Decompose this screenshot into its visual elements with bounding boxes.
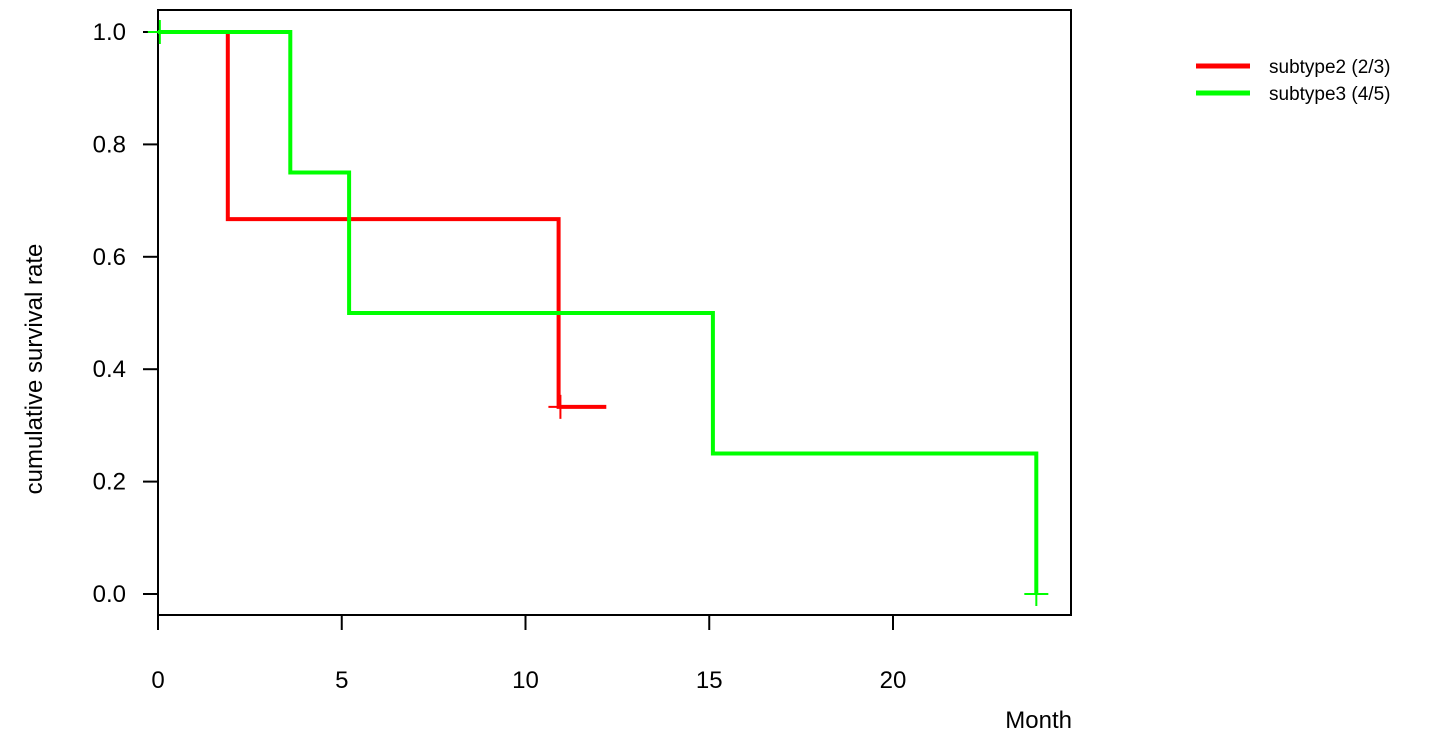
y-tick-label: 0.8 — [93, 131, 126, 158]
x-tick-label: 15 — [696, 667, 723, 694]
x-tick-label: 10 — [512, 667, 539, 694]
y-axis-title: cumulative survival rate — [21, 244, 48, 495]
series-line-2 — [158, 30, 1039, 594]
x-tick-label: 20 — [880, 667, 907, 694]
series-line-1 — [158, 30, 607, 409]
series-layer — [147, 20, 1049, 606]
y-tick-label: 1.0 — [93, 19, 126, 46]
x-tick-label: 5 — [335, 667, 348, 694]
censor-mark — [548, 394, 573, 419]
y-axis: 0.0 0.2 0.4 0.6 0.8 1.0 — [93, 19, 159, 608]
censor-mark — [1024, 582, 1049, 606]
legend-label: subtype3 (4/5) — [1269, 84, 1390, 105]
legend: subtype2 (2/3) subtype3 (4/5) — [1196, 57, 1390, 105]
x-tick-label: 0 — [151, 667, 164, 694]
y-tick-label: 0.6 — [93, 244, 126, 271]
censor-mark — [147, 20, 172, 44]
y-tick-label: 0.2 — [93, 469, 126, 496]
x-axis-title: Month — [1005, 707, 1072, 730]
y-tick-label: 0.0 — [93, 581, 126, 608]
legend-label: subtype2 (2/3) — [1269, 57, 1390, 78]
x-axis: 0 5 10 15 20 — [151, 614, 907, 694]
y-tick-label: 0.4 — [93, 356, 126, 383]
